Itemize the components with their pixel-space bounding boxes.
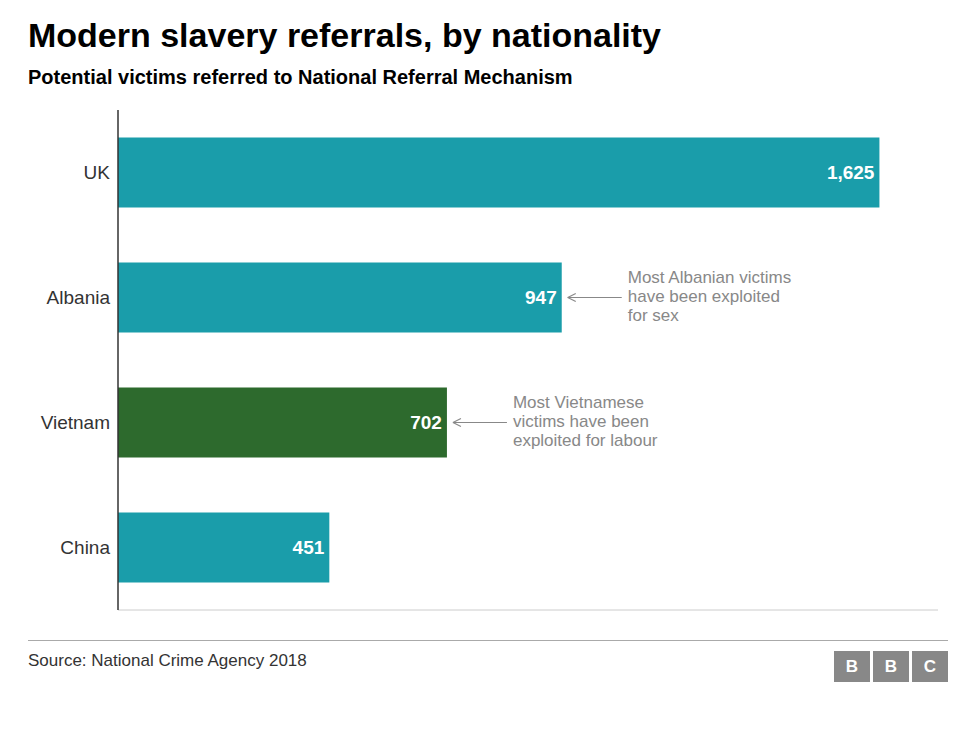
svg-text:Albania: Albania (47, 287, 111, 308)
html-text:Source: National Crime Agency: Source: National Crime Agency 2018 (28, 651, 307, 670)
html-text:B: B (845, 656, 859, 676)
svg-text:UK: UK (84, 162, 111, 183)
html-text:C: C (923, 656, 937, 676)
svg-text:China: China (60, 537, 110, 558)
svg-text:451: 451 (293, 537, 325, 558)
svg-text:1,625: 1,625 (827, 162, 875, 183)
html-text:B: B (884, 656, 898, 676)
html-text:Potential victims referred to: Potential victims referred to National R… (28, 66, 573, 88)
svg-text:Most Albanian victimshave been: Most Albanian victimshave been exploited… (628, 268, 791, 325)
svg-text:Most Vietnamesevictims have be: Most Vietnamesevictims have beenexploite… (513, 393, 658, 450)
svg-text:Vietnam: Vietnam (41, 412, 110, 433)
html-text:Modern slavery referrals, by n: Modern slavery referrals, by nationality (28, 16, 661, 54)
svg-text:947: 947 (525, 287, 557, 308)
svg-text:702: 702 (410, 412, 442, 433)
